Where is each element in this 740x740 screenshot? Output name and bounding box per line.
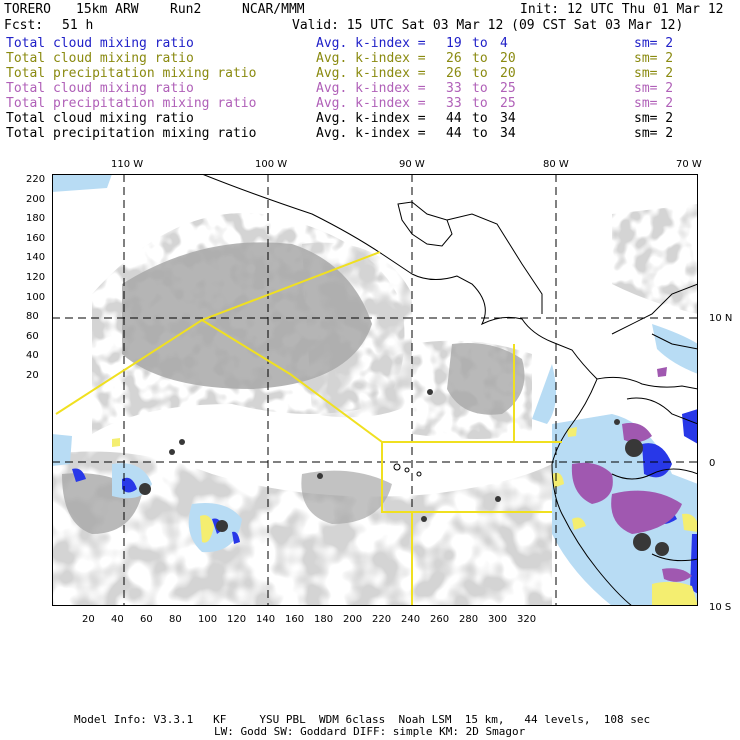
- legend-field: Total precipitation mixing ratio: [6, 66, 257, 81]
- y-tick-label: 140: [26, 252, 46, 264]
- legend-index: Avg. k-index =: [316, 96, 426, 111]
- x-tick-label: 160: [285, 614, 305, 625]
- header-fcst-label: Fcst:: [4, 18, 44, 33]
- precip-yellow: [112, 427, 698, 606]
- x-tick-label: 180: [314, 614, 334, 625]
- header-valid: Valid: 15 UTC Sat 03 Mar 12 (09 CST Sat …: [292, 18, 684, 33]
- legend-smoothing: sm= 2: [634, 96, 674, 111]
- top-label-100w: 100 W: [255, 159, 288, 170]
- x-tick-label: 280: [459, 614, 479, 625]
- right-label-10n: 10 N: [709, 313, 733, 324]
- x-tick-label: 200: [343, 614, 363, 625]
- x-tick-label: 60: [140, 614, 153, 625]
- legend-from: 26: [446, 51, 462, 66]
- header-init: Init: 12 UTC Thu 01 Mar 12: [520, 2, 724, 17]
- y-tick-label: 180: [26, 213, 46, 225]
- legend-field: Total precipitation mixing ratio: [6, 126, 257, 141]
- right-label-10s: 10 S: [709, 602, 732, 613]
- coastlines: [201, 174, 698, 606]
- footer-model-info: Model Info: V3.3.1 KF YSU PBL WDM 6class…: [74, 713, 651, 726]
- legend-to: 34: [500, 111, 516, 126]
- legend-field: Total precipitation mixing ratio: [6, 96, 257, 111]
- top-label-90w: 90 W: [399, 159, 425, 170]
- y-tick-label: 200: [26, 193, 46, 205]
- legend-index: Avg. k-index =: [316, 126, 426, 141]
- top-label-70w: 70 W: [676, 159, 702, 170]
- top-label-80w: 80 W: [543, 159, 569, 170]
- header-model: TORERO: [4, 2, 51, 17]
- legend-to: 4: [500, 36, 508, 51]
- legend-to: 25: [500, 81, 516, 96]
- x-tick-label: 140: [256, 614, 276, 625]
- top-label-110w: 110 W: [111, 159, 144, 170]
- y-tick-label: 100: [26, 291, 46, 303]
- legend-index: Avg. k-index =: [316, 36, 426, 51]
- legend-from: 33: [446, 81, 462, 96]
- legend-smoothing: sm= 2: [634, 126, 674, 141]
- legend-to-word: to: [472, 111, 488, 126]
- header-resolution: 15km ARW: [76, 2, 139, 17]
- x-tick-label: 20: [82, 614, 95, 625]
- y-tick-label: 80: [26, 311, 39, 323]
- domain-outlines: [55, 251, 562, 606]
- y-tick-label: 20: [26, 370, 39, 381]
- legend-from: 33: [446, 96, 462, 111]
- legend-to: 20: [500, 51, 516, 66]
- legend-to-word: to: [472, 51, 488, 66]
- x-tick-label: 260: [430, 614, 450, 625]
- x-tick-label: 240: [401, 614, 421, 625]
- legend-smoothing: sm= 2: [634, 111, 674, 126]
- legend-field: Total cloud mixing ratio: [6, 36, 194, 51]
- header-org: NCAR/MMM: [242, 2, 305, 17]
- legend-index: Avg. k-index =: [316, 81, 426, 96]
- legend-smoothing: sm= 2: [634, 81, 674, 96]
- x-tick-label: 120: [227, 614, 247, 625]
- x-tick-label: 100: [198, 614, 218, 625]
- legend-to-word: to: [472, 36, 488, 51]
- legend-field: Total cloud mixing ratio: [6, 51, 194, 66]
- y-tick-label: 160: [26, 232, 46, 244]
- legend-to-word: to: [472, 96, 488, 111]
- legend-from: 44: [446, 111, 462, 126]
- legend-to: 20: [500, 66, 516, 81]
- legend-smoothing: sm= 2: [634, 36, 674, 51]
- graticule: [52, 174, 698, 606]
- legend-to-word: to: [472, 66, 488, 81]
- y-tick-label: 60: [26, 330, 39, 342]
- cloud-dark-cores: [139, 389, 669, 556]
- y-tick-label: 40: [26, 350, 39, 362]
- legend-from: 26: [446, 66, 462, 81]
- legend-to-word: to: [472, 81, 488, 96]
- right-label-equator: 0: [709, 458, 716, 469]
- map-frame: [52, 174, 698, 606]
- legend-to-word: to: [472, 126, 488, 141]
- x-tick-label: 300: [488, 614, 508, 625]
- x-tick-label: 320: [517, 614, 537, 625]
- legend-from: 19: [446, 36, 462, 51]
- legend-to: 25: [500, 96, 516, 111]
- forecast-map: [52, 174, 698, 606]
- legend-to: 34: [500, 126, 516, 141]
- legend-index: Avg. k-index =: [316, 111, 426, 126]
- header-fcst-value: 51 h: [62, 18, 94, 33]
- legend-field: Total cloud mixing ratio: [6, 111, 194, 126]
- legend-field: Total cloud mixing ratio: [6, 81, 194, 96]
- footer-physics: LW: Godd SW: Goddard DIFF: simple KM: 2D…: [214, 725, 526, 738]
- y-tick-label: 120: [26, 272, 46, 283]
- precip-purple: [571, 367, 692, 582]
- legend-smoothing: sm= 2: [634, 51, 674, 66]
- x-tick-label: 80: [169, 614, 182, 625]
- legend-smoothing: sm= 2: [634, 66, 674, 81]
- legend-from: 44: [446, 126, 462, 141]
- y-tick-label: 220: [26, 174, 46, 185]
- x-tick-label: 220: [372, 614, 392, 625]
- legend-index: Avg. k-index =: [316, 51, 426, 66]
- header-run: Run2: [170, 2, 202, 17]
- x-tick-label: 40: [111, 614, 124, 625]
- legend-index: Avg. k-index =: [316, 66, 426, 81]
